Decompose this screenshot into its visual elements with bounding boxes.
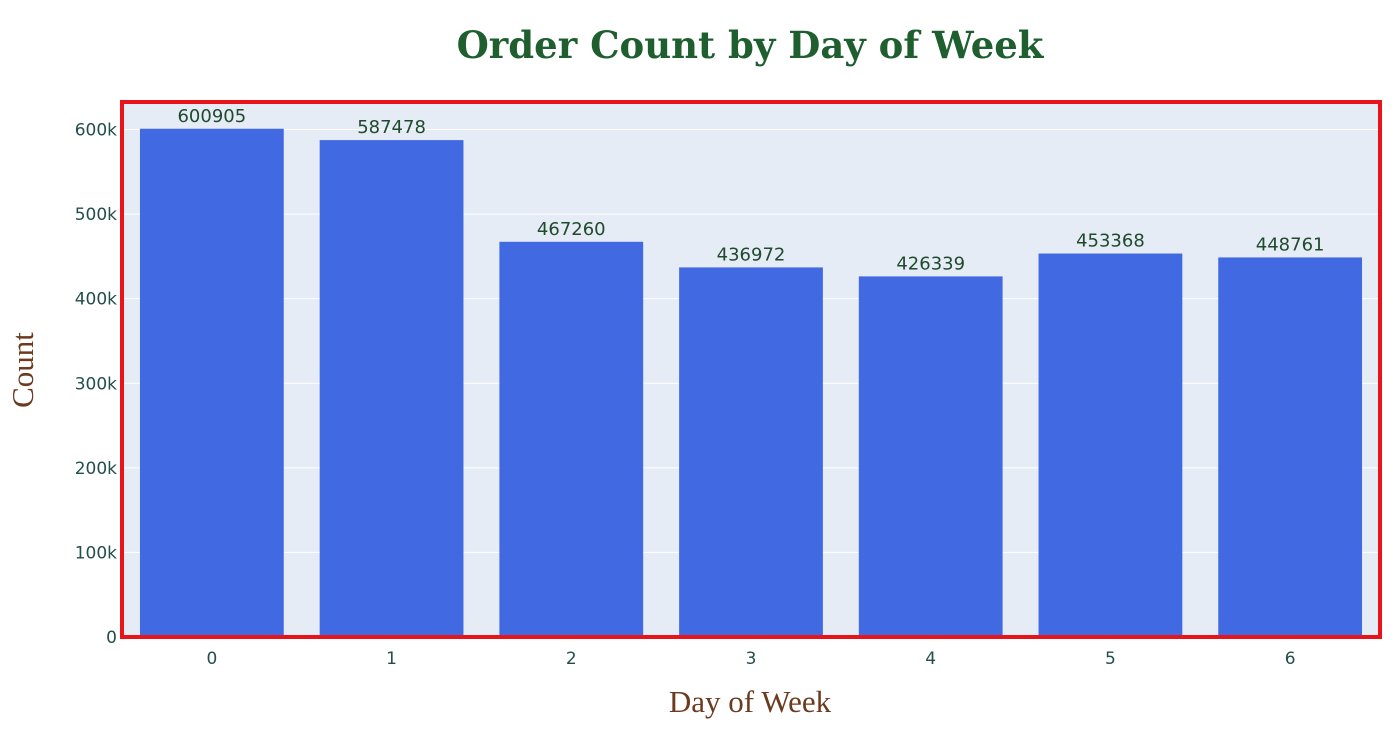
x-tick-label: 3 [746,649,757,669]
y-tick-label: 400k [75,290,117,310]
chart-title: Order Count by Day of Week [457,23,1045,67]
x-tick-label: 5 [1105,649,1116,669]
x-tick-label: 2 [566,649,577,669]
bars [139,128,1363,638]
bar-value-label: 587478 [357,117,426,138]
bar-value-label: 467260 [537,219,606,240]
y-axis-title: Count [5,332,40,408]
bar-value-label: 436972 [717,244,786,265]
bar [319,140,464,637]
bar-value-label: 448761 [1256,234,1325,255]
bar [858,276,1003,637]
y-tick-label: 300k [75,374,117,394]
bar-value-label: 600905 [177,106,246,127]
bar [1038,253,1183,638]
y-tick-label: 500k [75,205,117,225]
bar-value-label: 453368 [1076,231,1145,252]
bar [1218,257,1363,637]
x-tick-label: 6 [1285,649,1296,669]
y-tick-label: 200k [75,459,117,479]
highlight-border [120,100,1382,639]
y-axis-ticks: 0 100k 200k 300k 400k 500k 600k [75,121,117,648]
x-tick-label: 4 [925,649,936,669]
y-tick-label: 100k [75,543,117,563]
data-labels: 600905 587478 467260 436972 426339 453368 4487… [177,106,1324,275]
bar-value-label: 426339 [896,253,965,274]
x-axis-ticks: 0 1 2 3 4 5 6 [206,649,1295,669]
x-axis-title: Day of Week [669,684,832,719]
bar [679,267,823,637]
x-tick-label: 1 [386,649,397,669]
bar [139,128,284,637]
y-tick-label: 0 [106,628,117,648]
y-tick-label: 600k [75,121,117,141]
bar [499,241,644,638]
x-tick-label: 0 [206,649,217,669]
